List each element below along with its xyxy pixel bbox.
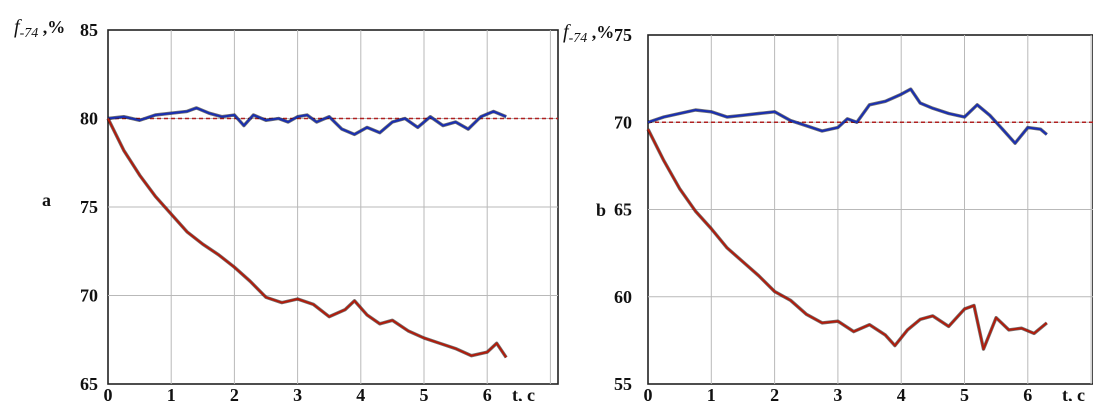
y-tick-label: 65 [80,374,98,394]
x-axis-label: t, c [512,385,535,401]
y-tick-label: 70 [80,286,98,306]
x-tick-label: 3 [833,385,842,401]
x-tick-label: 0 [644,385,653,401]
y-tick-label: 75 [80,197,98,217]
y-tick-label: 55 [614,374,632,394]
series-blue-line [647,88,1048,145]
chart-panel-a: 0 1 2 3 4 5 6 t, c 65 70 75 80 85 f-74 ,% a [14,16,559,401]
y-tick-label: 70 [614,112,632,132]
y-tick-label: 65 [614,200,632,220]
y-tick-label: 85 [80,20,98,40]
x-tick-label: 4 [356,385,365,401]
y-axis-label: f-74 ,% [14,16,65,41]
y-axis-label: f-74 ,% [563,21,614,46]
chart-panel-b: 0 1 2 3 4 5 6 t, c 55 60 65 70 75f-74 ,% b [563,21,1093,401]
y-tick-label: 60 [614,287,632,307]
series-red-line [647,128,1048,351]
x-tick-label: 1 [167,385,176,401]
y-tick-label: 80 [80,109,98,129]
x-tick-label: 6 [1023,385,1032,401]
x-tick-label: 0 [104,385,113,401]
x-axis-label: t, c [1062,385,1085,401]
x-tick-label: 5 [960,385,969,401]
panel-label: b [596,200,606,220]
panel-label: a [42,190,51,210]
x-tick-label: 4 [897,385,906,401]
x-tick-label: 1 [707,385,716,401]
x-tick-label: 5 [420,385,429,401]
x-tick-label: 6 [483,385,492,401]
x-tick-label: 2 [770,385,779,401]
x-tick-label: 3 [293,385,302,401]
x-tick-label: 2 [230,385,239,401]
y-tick-label: 75 [614,25,632,45]
series-red-line [107,118,508,358]
series-blue-line [107,106,507,136]
